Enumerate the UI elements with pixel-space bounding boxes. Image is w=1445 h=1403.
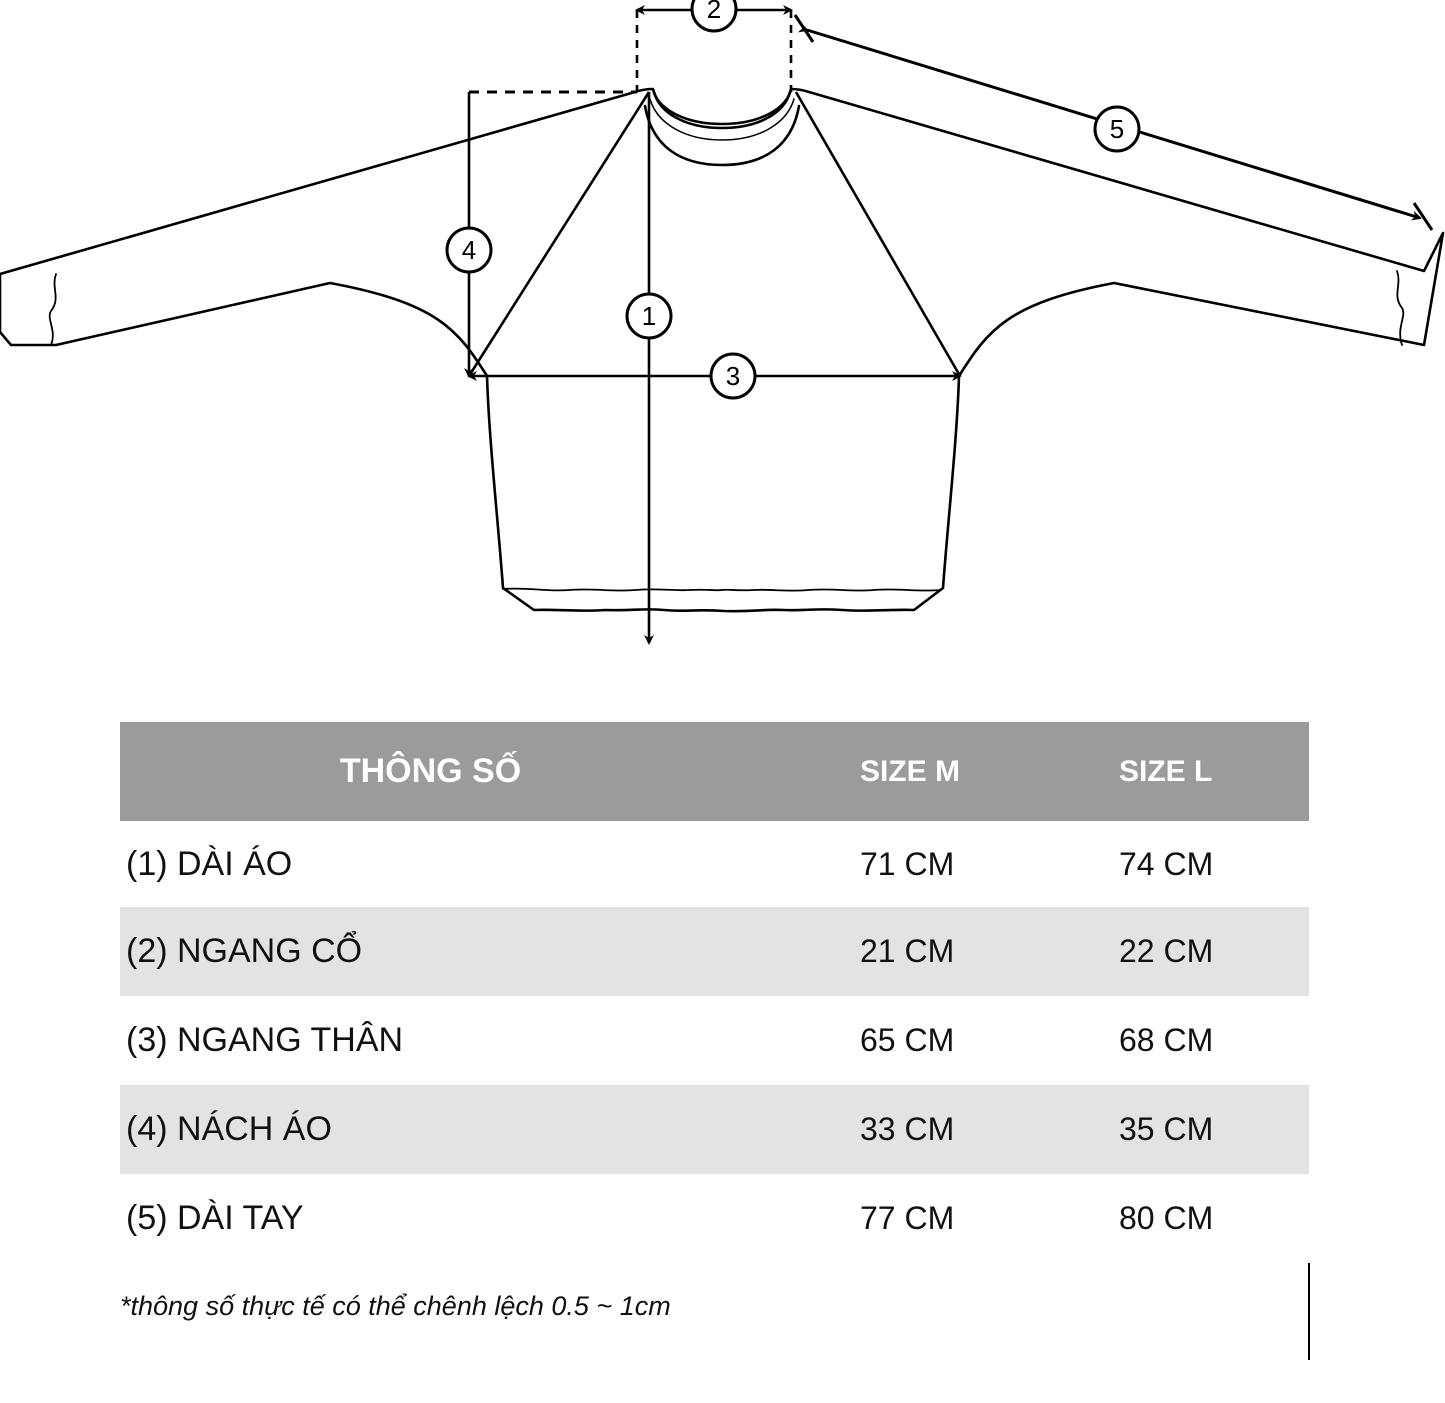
svg-text:3: 3: [726, 361, 740, 391]
svg-text:2: 2: [707, 0, 721, 24]
svg-text:4: 4: [462, 235, 476, 265]
svg-text:1: 1: [642, 301, 656, 331]
svg-text:5: 5: [1110, 114, 1124, 144]
